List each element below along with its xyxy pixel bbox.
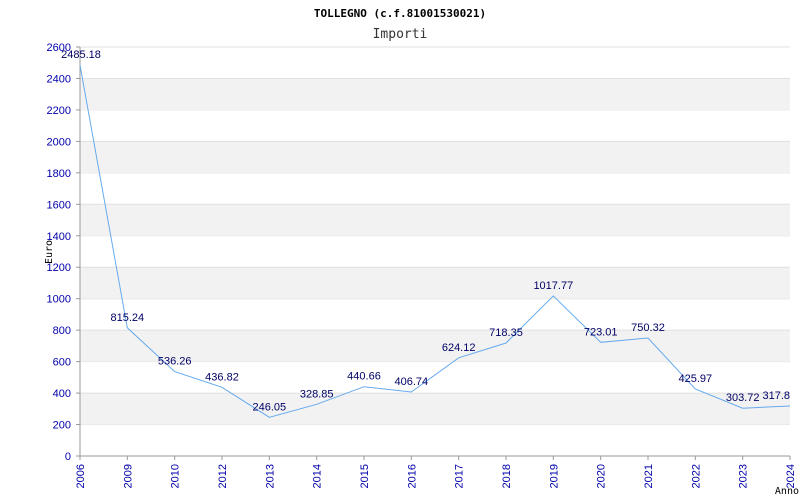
y-axis-ticks: 0 200 400 600 800 1000 1200 1400 1600 1800 2000 220… [47,42,80,463]
data-label: 718.35 [489,327,523,339]
data-label: 624.12 [442,342,476,354]
y-tick-label: 1000 [47,294,71,306]
chart-subtitle: Importi [373,27,428,42]
data-label: 440.66 [347,371,381,383]
data-label: 246.05 [253,401,287,413]
y-tick-label: 1800 [47,168,71,180]
y-tick-label: 2000 [47,136,71,148]
x-tick-label: 2014 [312,464,324,488]
x-tick-label: 2009 [122,464,134,488]
data-label: 328.85 [300,388,334,400]
data-label: 2485.18 [61,49,101,61]
data-label: 303.72 [726,392,760,404]
y-tick-label: 0 [65,451,71,463]
data-label: 1017.77 [533,280,573,292]
grid-band [80,330,790,362]
chart-title: TOLLEGNO (c.f.81001530021) [314,7,486,20]
y-tick-label: 2200 [47,105,71,117]
y-tick-label: 1400 [47,231,71,243]
x-tick-label: 2021 [643,464,655,488]
x-tick-label: 2018 [501,464,513,488]
x-tick-label: 2016 [406,464,418,488]
data-label: 406.74 [395,376,429,388]
y-axis-label: Euro [44,240,55,264]
y-tick-label: 1600 [47,199,71,211]
y-tick-label: 400 [53,388,71,400]
data-label: 536.26 [158,356,192,368]
grid-band [80,204,790,236]
x-tick-label: 2024 [785,464,797,488]
x-tick-label: 2017 [454,464,466,488]
x-axis-ticks: 2006 2009 2010 2012 2013 2014 2015 2016 2017 2018… [75,456,797,488]
y-tick-label: 800 [53,325,71,337]
data-labels: 2485.18 815.24 536.26 436.82 246.05 328.85 440… [61,49,790,413]
data-label: 723.01 [584,326,618,338]
y-tick-label: 1200 [47,262,71,274]
data-label: 815.24 [111,312,145,324]
x-tick-label: 2022 [690,464,702,488]
x-tick-label: 2020 [596,464,608,488]
x-tick-label: 2006 [75,464,87,488]
x-tick-label: 2010 [170,464,182,488]
x-axis-label: Anno [775,486,799,497]
x-tick-label: 2015 [359,464,371,488]
data-label: 436.82 [205,371,239,383]
x-tick-label: 2019 [548,464,560,488]
grid-band [80,393,790,425]
series-line [79,65,791,418]
grid-band [80,141,790,173]
grid-band [80,267,790,299]
grid-band [80,78,790,110]
y-tick-label: 600 [53,357,71,369]
data-label: 317.8 [762,390,790,402]
x-tick-label: 2013 [264,464,276,488]
y-tick-label: 2400 [47,73,71,85]
data-label: 750.32 [631,322,665,334]
y-tick-label: 2600 [47,42,71,54]
x-tick-label: 2012 [217,464,229,488]
x-tick-label: 2023 [738,464,750,488]
y-tick-label: 200 [53,420,71,432]
data-label: 425.97 [679,373,713,385]
grid-bands [80,46,790,426]
